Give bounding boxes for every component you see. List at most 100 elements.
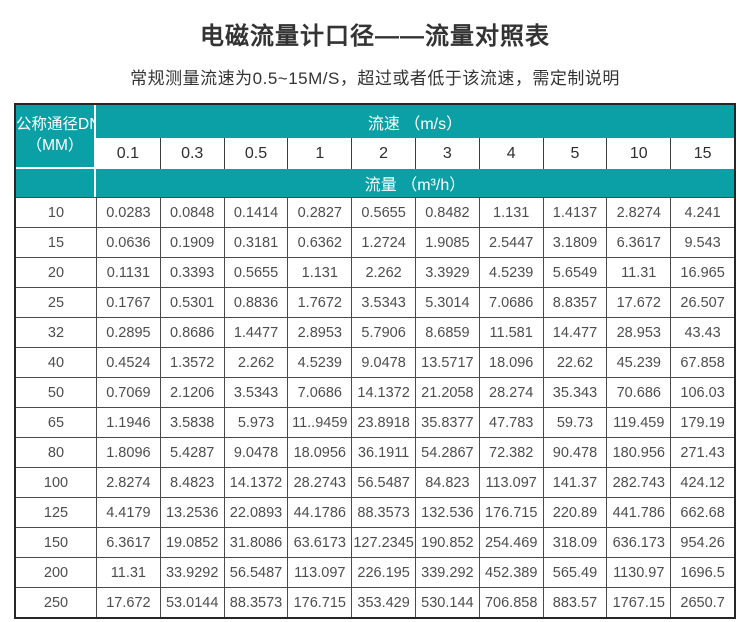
flow-value: 26.507 bbox=[670, 287, 734, 317]
flow-value: 0.2895 bbox=[96, 317, 160, 347]
table-row: 10 0.0283 0.0848 0.1414 0.2827 0.5655 0.8482 1.… bbox=[16, 197, 734, 227]
dn-value: 250 bbox=[16, 587, 96, 617]
flow-value: 179.19 bbox=[670, 407, 734, 437]
flow-value: 636.173 bbox=[606, 527, 671, 557]
flow-value: 1.8096 bbox=[96, 437, 160, 467]
flow-value: 0.1414 bbox=[223, 197, 288, 227]
flow-value: 176.715 bbox=[478, 497, 543, 527]
flow-value: 0.1131 bbox=[96, 257, 160, 287]
dn-value: 65 bbox=[16, 407, 96, 437]
flow-value: 7.0686 bbox=[478, 287, 543, 317]
flow-value: 4.241 bbox=[670, 197, 734, 227]
flow-value: 176.715 bbox=[287, 587, 352, 617]
flow-value: 4.5239 bbox=[287, 347, 352, 377]
flow-value: 3.3929 bbox=[414, 257, 479, 287]
flow-value: 318.09 bbox=[542, 527, 607, 557]
flow-value: 47.783 bbox=[478, 407, 543, 437]
dn-value: 50 bbox=[16, 377, 96, 407]
flow-value: 271.43 bbox=[670, 437, 734, 467]
table-row: 50 0.7069 2.1206 3.5343 7.0686 14.1372 21.2058… bbox=[16, 377, 734, 407]
flow-value: 28.953 bbox=[606, 317, 671, 347]
flow-value: 0.1767 bbox=[96, 287, 160, 317]
flow-value: 132.536 bbox=[414, 497, 479, 527]
flow-value: 1767.15 bbox=[606, 587, 671, 617]
velocity-value: 1 bbox=[287, 138, 352, 169]
table-row: 200 11.31 33.9292 56.5487 113.097 226.195 339.… bbox=[16, 557, 734, 587]
flow-value: 5.4287 bbox=[159, 437, 224, 467]
flow-value: 3.1809 bbox=[542, 227, 607, 257]
flow-value: 7.0686 bbox=[287, 377, 352, 407]
header-row-flow-band: 流量 （m³/h） bbox=[16, 169, 734, 197]
velocity-value: 0.1 bbox=[96, 138, 160, 169]
velocity-value: 4 bbox=[478, 138, 543, 169]
velocity-band-label: 流速 （m/s） bbox=[96, 105, 734, 138]
table-row: 65 1.1946 3.5838 5.973 11..9459 23.8918 35.837… bbox=[16, 407, 734, 437]
flow-value: 22.0893 bbox=[223, 497, 288, 527]
flow-value: 90.478 bbox=[542, 437, 607, 467]
flow-value: 33.9292 bbox=[159, 557, 224, 587]
flow-value: 17.672 bbox=[96, 587, 160, 617]
flow-value: 1.9085 bbox=[414, 227, 479, 257]
flow-value: 14.477 bbox=[542, 317, 607, 347]
flow-value: 339.292 bbox=[414, 557, 479, 587]
flow-value: 0.3393 bbox=[159, 257, 224, 287]
flow-value: 0.0848 bbox=[159, 197, 224, 227]
table-row: 20 0.1131 0.3393 0.5655 1.131 2.262 3.3929 4.52… bbox=[16, 257, 734, 287]
table-row: 150 6.3617 19.0852 31.8086 63.6173 127.2345 19… bbox=[16, 527, 734, 557]
dn-value: 40 bbox=[16, 347, 96, 377]
page-title: 电磁流量计口径——流量对照表 bbox=[200, 23, 550, 50]
flow-comparison-table: 公称通径DN （MM） 流速 （m/s） 0.1 0.3 0.5 1 2 3 4 5 10 15 … bbox=[16, 105, 734, 617]
dn-value: 25 bbox=[16, 287, 96, 317]
table-row: 80 1.8096 5.4287 9.0478 18.0956 36.1911 54.286… bbox=[16, 437, 734, 467]
flow-value: 0.1909 bbox=[159, 227, 224, 257]
flow-value: 0.8836 bbox=[223, 287, 288, 317]
flow-value: 9.543 bbox=[670, 227, 734, 257]
velocity-values-row: 0.1 0.3 0.5 1 2 3 4 5 10 15 bbox=[16, 138, 734, 169]
flow-value: 5.7906 bbox=[351, 317, 415, 347]
flow-value: 0.7069 bbox=[96, 377, 160, 407]
flow-value: 141.37 bbox=[542, 467, 607, 497]
flow-value: 11.581 bbox=[478, 317, 543, 347]
flow-value: 88.3573 bbox=[223, 587, 288, 617]
flow-value: 72.382 bbox=[478, 437, 543, 467]
flow-value: 17.672 bbox=[606, 287, 671, 317]
corner-header-dn: 公称通径DN （MM） bbox=[16, 105, 96, 169]
table-row: 15 0.0636 0.1909 0.3181 0.6362 1.2724 1.9085 2.… bbox=[16, 227, 734, 257]
flow-value: 35.343 bbox=[542, 377, 607, 407]
flow-value: 3.5343 bbox=[223, 377, 288, 407]
flow-value: 70.686 bbox=[606, 377, 671, 407]
flow-value: 35.8377 bbox=[414, 407, 479, 437]
flow-value: 5.6549 bbox=[542, 257, 607, 287]
flow-value: 706.858 bbox=[478, 587, 543, 617]
flow-value: 662.68 bbox=[670, 497, 734, 527]
flow-value: 2.1206 bbox=[159, 377, 224, 407]
flow-value: 18.096 bbox=[478, 347, 543, 377]
flow-value: 8.6859 bbox=[414, 317, 479, 347]
dn-value: 125 bbox=[16, 497, 96, 527]
flow-value: 88.3573 bbox=[351, 497, 415, 527]
flow-value: 0.5655 bbox=[351, 197, 415, 227]
flow-value: 954.26 bbox=[670, 527, 734, 557]
flow-value: 21.2058 bbox=[414, 377, 479, 407]
flow-value: 23.8918 bbox=[351, 407, 415, 437]
flow-value: 190.852 bbox=[414, 527, 479, 557]
flow-value: 14.1372 bbox=[223, 467, 288, 497]
flow-value: 84.823 bbox=[414, 467, 479, 497]
flow-value: 28.2743 bbox=[287, 467, 352, 497]
flow-value: 1130.97 bbox=[606, 557, 671, 587]
flow-value: 530.144 bbox=[414, 587, 479, 617]
flow-value: 113.097 bbox=[287, 557, 352, 587]
flow-value: 28.274 bbox=[478, 377, 543, 407]
flow-value: 441.786 bbox=[606, 497, 671, 527]
flow-value: 1.1946 bbox=[96, 407, 160, 437]
dn-value: 20 bbox=[16, 257, 96, 287]
flow-value: 11..9459 bbox=[287, 407, 352, 437]
dn-value: 100 bbox=[16, 467, 96, 497]
table-row: 125 4.4179 13.2536 22.0893 44.1786 88.3573 132… bbox=[16, 497, 734, 527]
flow-value: 1.2724 bbox=[351, 227, 415, 257]
flow-value: 1.7672 bbox=[287, 287, 352, 317]
flow-value: 0.8482 bbox=[414, 197, 479, 227]
flow-value: 106.03 bbox=[670, 377, 734, 407]
flow-value: 282.743 bbox=[606, 467, 671, 497]
flow-value: 9.0478 bbox=[351, 347, 415, 377]
